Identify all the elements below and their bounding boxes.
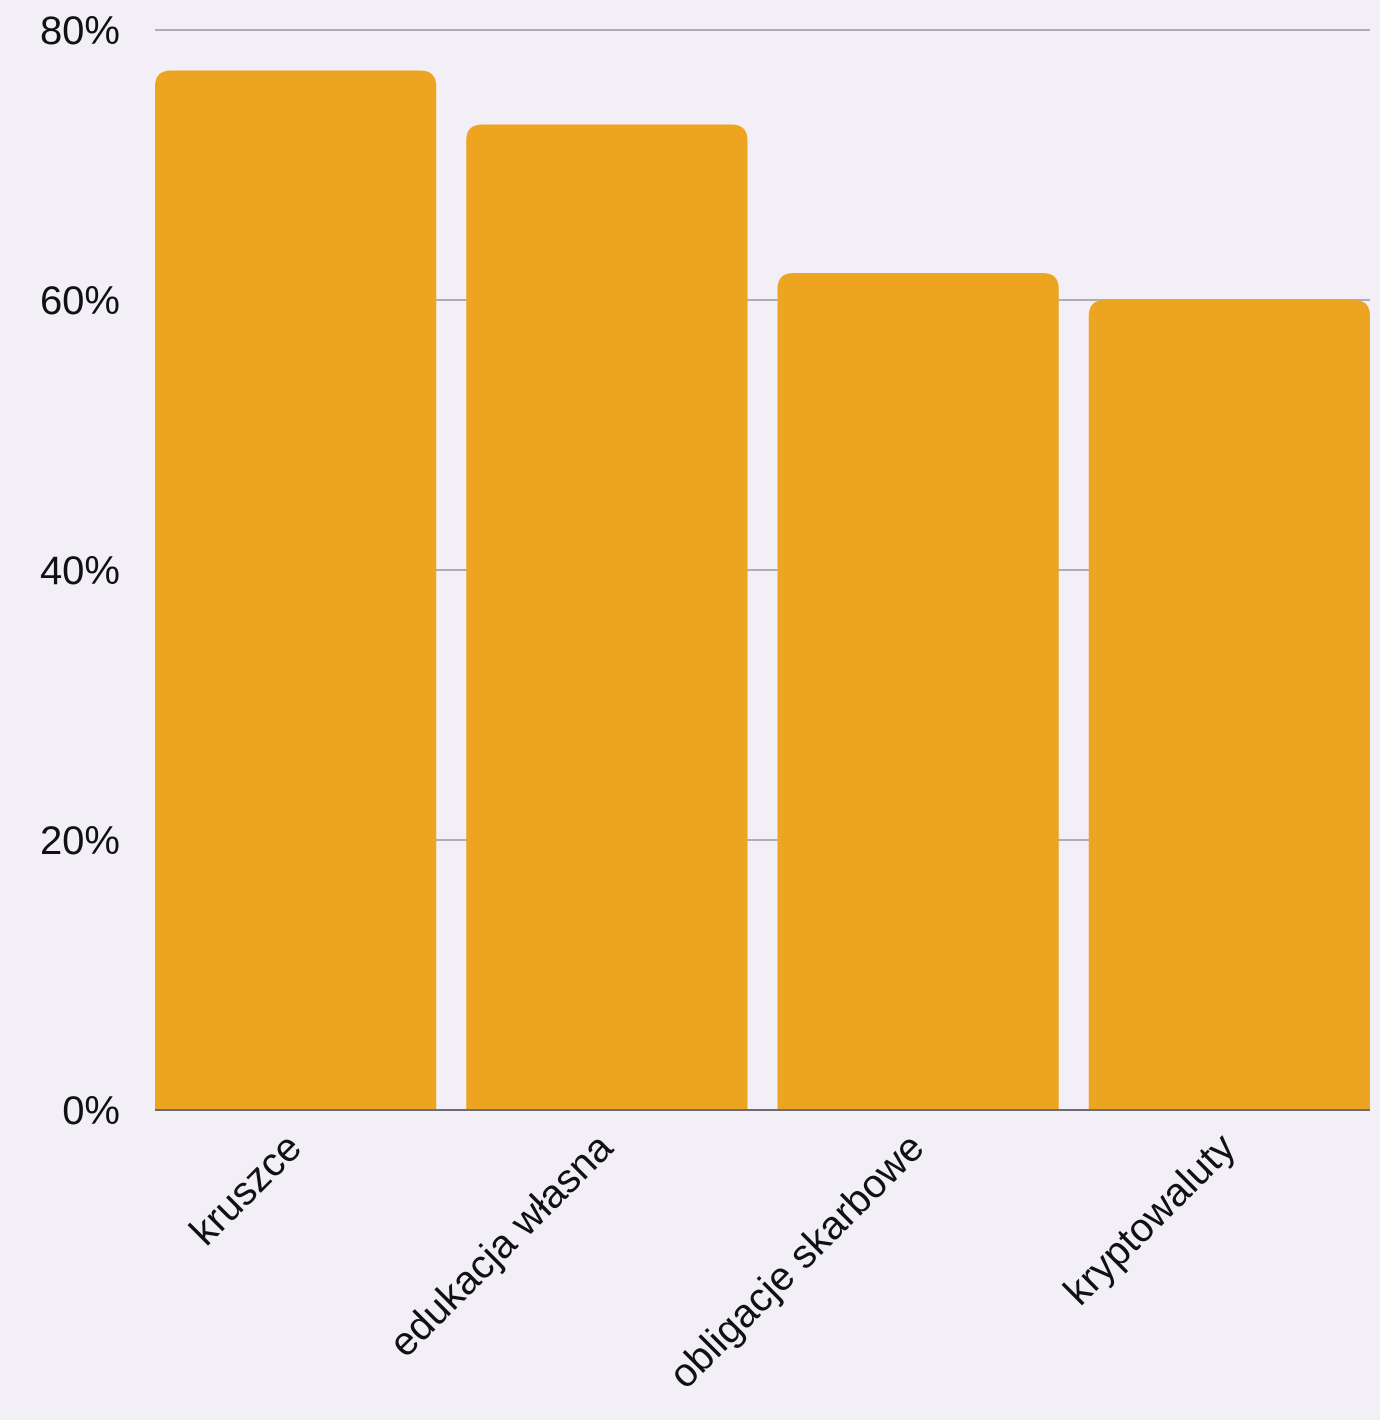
x-category-label: kruszce: [181, 1125, 310, 1254]
y-tick-label: 60%: [40, 279, 120, 323]
bar: [777, 273, 1059, 1110]
bar: [155, 70, 437, 1110]
x-axis-category-labels: kruszce edukacja własna obligacje skarbowe…: [181, 1125, 1243, 1397]
x-category-label: obligacje skarbowe: [661, 1125, 933, 1397]
y-tick-label: 20%: [40, 819, 120, 863]
x-category-label: edukacja własna: [381, 1125, 622, 1366]
bars: [155, 70, 1370, 1110]
y-axis-ticks: 0% 20% 40% 60% 80%: [40, 9, 120, 1133]
bar: [1088, 300, 1370, 1110]
y-tick-label: 80%: [40, 9, 120, 53]
y-tick-label: 40%: [40, 549, 120, 593]
bar: [466, 124, 748, 1110]
y-tick-label: 0%: [62, 1089, 120, 1133]
x-category-label: kryptowaluty: [1055, 1125, 1243, 1313]
